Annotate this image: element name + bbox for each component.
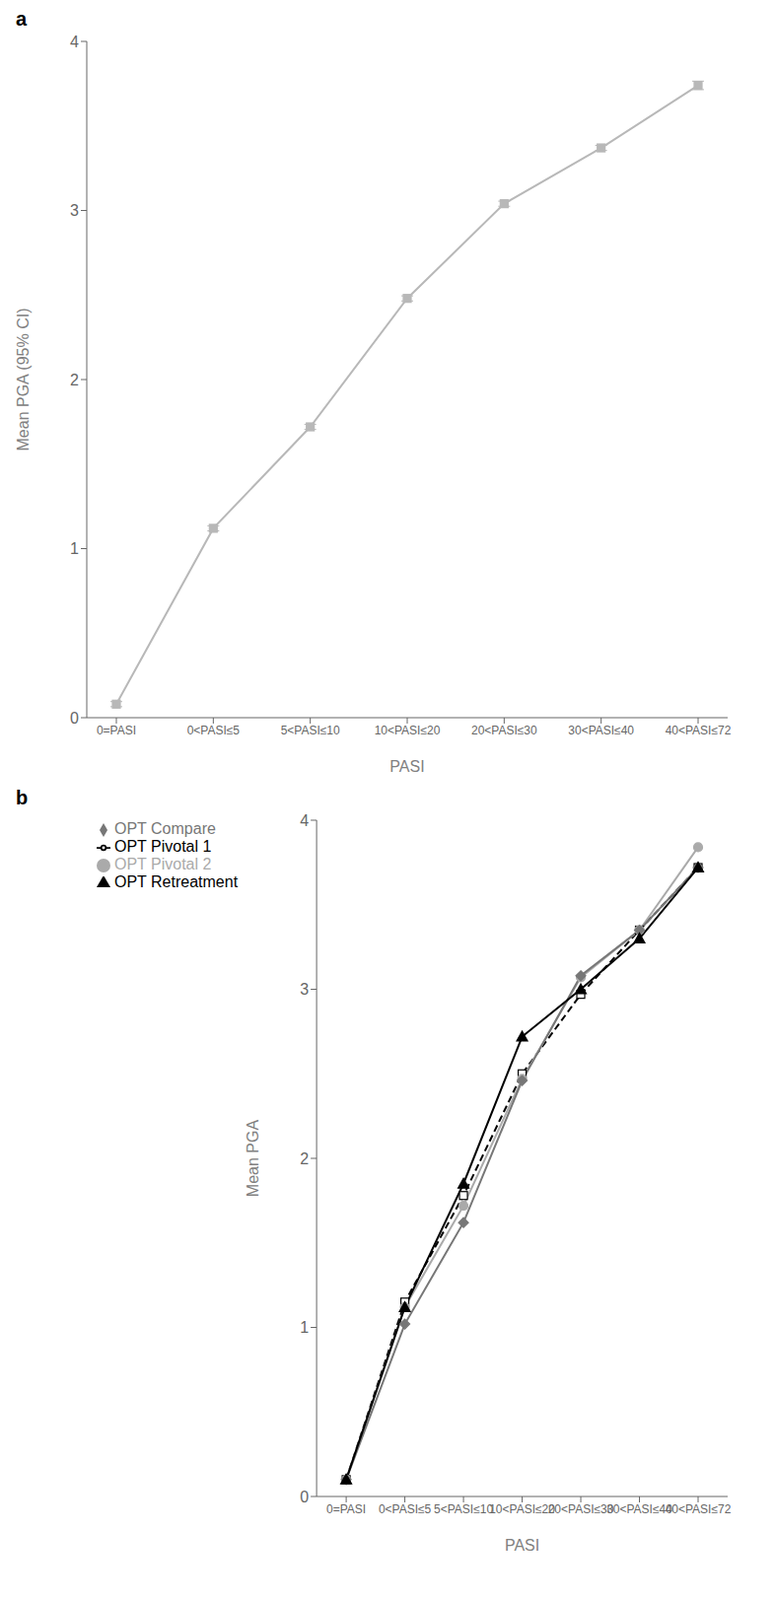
svg-text:4: 4: [299, 812, 309, 830]
html-text:OPT Pivotal 2: OPT Pivotal 2: [114, 855, 212, 873]
svg-text:1: 1: [70, 540, 79, 558]
svg-text:PASI: PASI: [504, 1537, 540, 1554]
svg-text:30<PASI≤40: 30<PASI≤40: [606, 1502, 673, 1517]
svg-text:Mean PGA: Mean PGA: [244, 1120, 262, 1198]
svg-text:5<PASI≤10: 5<PASI≤10: [281, 723, 341, 738]
svg-text:0: 0: [70, 709, 79, 727]
svg-text:0=PASI: 0=PASI: [96, 723, 137, 738]
svg-text:4: 4: [70, 33, 79, 51]
svg-text:Mean PGA (95% CI): Mean PGA (95% CI): [14, 308, 32, 452]
html-text:OPT Compare: OPT Compare: [114, 820, 216, 838]
svg-text:20<PASI≤30: 20<PASI≤30: [548, 1502, 615, 1517]
svg-text:40<PASI≤72: 40<PASI≤72: [665, 1502, 732, 1517]
svg-text:0: 0: [299, 1488, 309, 1506]
svg-text:0<PASI≤5: 0<PASI≤5: [187, 723, 241, 738]
svg-text:10<PASI≤20: 10<PASI≤20: [489, 1502, 556, 1517]
svg-text:0=PASI: 0=PASI: [326, 1502, 366, 1517]
svg-text:PASI: PASI: [389, 758, 424, 775]
svg-text:2: 2: [70, 371, 79, 389]
html-text:b: b: [15, 786, 28, 809]
svg-text:3: 3: [299, 981, 309, 998]
svg-text:3: 3: [70, 202, 79, 219]
html-text:a: a: [15, 7, 27, 30]
svg-text:40<PASI≤72: 40<PASI≤72: [665, 723, 732, 738]
svg-text:2: 2: [299, 1150, 309, 1168]
html-text:OPT Retreatment: OPT Retreatment: [114, 873, 238, 891]
html-text:OPT Pivotal 1: OPT Pivotal 1: [114, 838, 212, 855]
svg-text:5<PASI≤10: 5<PASI≤10: [433, 1502, 494, 1517]
svg-text:1: 1: [299, 1319, 309, 1337]
svg-text:0<PASI≤5: 0<PASI≤5: [378, 1502, 432, 1517]
svg-text:10<PASI≤20: 10<PASI≤20: [374, 723, 441, 738]
svg-text:30<PASI≤40: 30<PASI≤40: [567, 723, 635, 738]
svg-text:20<PASI≤30: 20<PASI≤30: [471, 723, 538, 738]
